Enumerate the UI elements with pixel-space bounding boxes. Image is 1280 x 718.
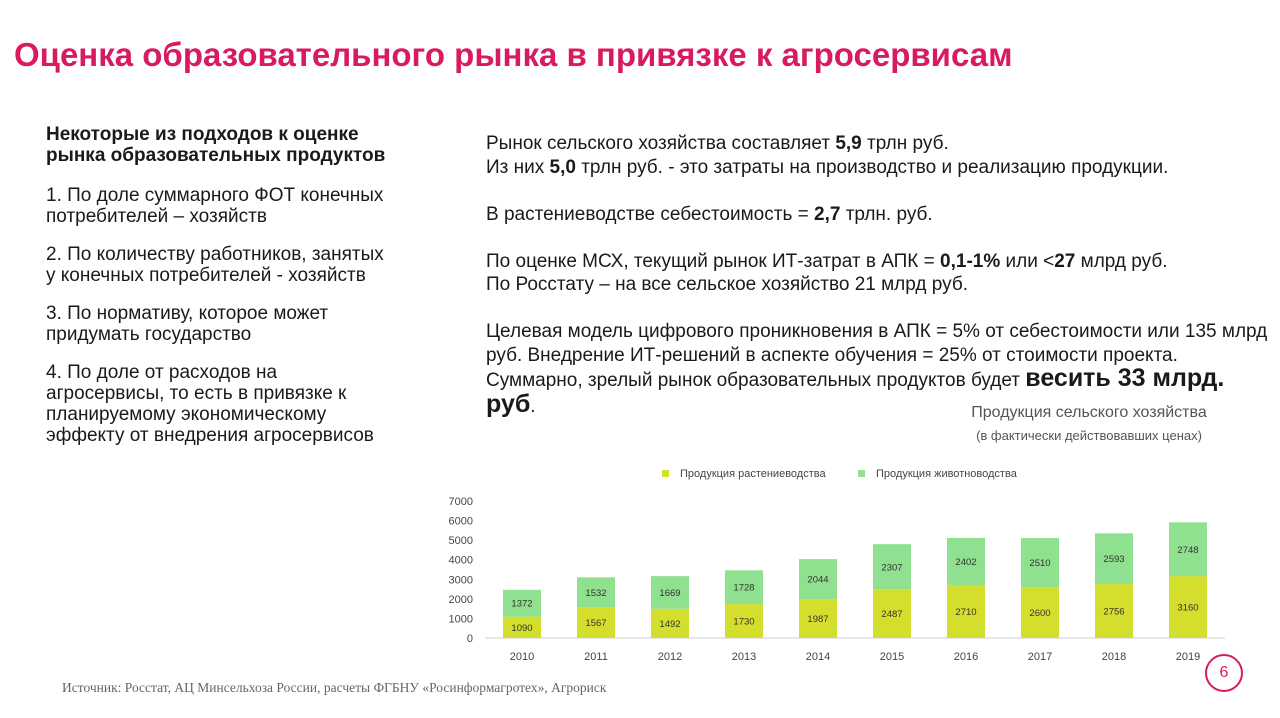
text-fragment: Из них xyxy=(486,156,550,178)
approach-item-1: 1. По доле суммарного ФОТ конечных потре… xyxy=(46,185,384,227)
approach-item-3: 3. По нормативу, которое может придумать… xyxy=(46,303,329,345)
data-label: 2593 xyxy=(1103,554,1124,565)
legend-label: Продукция животноводства xyxy=(876,468,1018,480)
text-fragment: В растениеводстве себестоимость = xyxy=(486,203,815,225)
bar-livestock xyxy=(873,544,911,590)
data-label: 2510 xyxy=(1029,558,1050,569)
y-tick-label: 6000 xyxy=(449,516,473,528)
x-tick-label: 2016 xyxy=(954,651,978,663)
data-label: 1728 xyxy=(733,583,754,594)
market-estimate-panel: Рынок сельского хозяйства составляет 5,9… xyxy=(486,132,1276,442)
bar-crops xyxy=(1095,584,1133,638)
bar-crops xyxy=(947,584,985,638)
approach-item-2: 2. По количеству работников, занятых у к… xyxy=(46,244,384,286)
data-label: 2044 xyxy=(807,575,828,586)
data-label: 2710 xyxy=(955,607,976,618)
bar-crops xyxy=(1021,587,1059,638)
legend-label: Продукция растениеводства xyxy=(680,468,826,480)
target-model-paragraph: Целевая модель цифрового проникновения в… xyxy=(486,320,1276,418)
text-fragment: По Росстату – на все сельское хозяйство … xyxy=(486,274,968,295)
x-tick-label: 2014 xyxy=(806,651,830,663)
bar-crops xyxy=(799,599,837,638)
bar-livestock xyxy=(725,570,763,605)
data-label: 1492 xyxy=(659,619,680,630)
bar-crops xyxy=(651,608,689,638)
y-tick-label: 7000 xyxy=(449,496,473,508)
bar-livestock xyxy=(651,576,689,609)
text-fragment: трлн руб. xyxy=(861,133,949,154)
y-tick-label: 3000 xyxy=(449,574,473,586)
data-label: 1730 xyxy=(733,617,754,628)
bar-crops xyxy=(503,616,541,638)
crop-cost-paragraph: В растениеводстве себестоимость = 2,7 тр… xyxy=(486,203,1276,227)
x-tick-label: 2019 xyxy=(1176,651,1200,663)
y-tick-label: 1000 xyxy=(449,613,473,625)
bar-livestock xyxy=(503,589,541,617)
x-tick-label: 2017 xyxy=(1028,651,1052,663)
page-number: 6 xyxy=(1205,654,1243,692)
text-fragment: млрд руб. xyxy=(1075,250,1168,272)
data-label: 2402 xyxy=(955,557,976,568)
bold-value: 5,0 xyxy=(549,156,576,178)
x-tick-label: 2010 xyxy=(510,651,534,663)
source-note: Источник: Росстат, АЦ Минсельхоза России… xyxy=(62,680,607,695)
page-title: Оценка образовательного рынка в привязке… xyxy=(14,36,1013,73)
data-label: 2307 xyxy=(881,562,902,573)
x-tick-label: 2018 xyxy=(1102,651,1126,663)
x-tick-label: 2015 xyxy=(880,651,904,663)
bold-value: 2,7 xyxy=(814,203,841,225)
data-label: 2487 xyxy=(881,609,902,620)
approaches-panel: Некоторые из подходов к оценке рынка обр… xyxy=(46,124,386,463)
bar-crops xyxy=(873,589,911,638)
data-label: 3160 xyxy=(1177,603,1198,614)
data-label: 2756 xyxy=(1103,607,1124,618)
x-tick-label: 2011 xyxy=(584,651,608,663)
data-label: 1567 xyxy=(585,618,606,629)
legend-swatch xyxy=(858,470,865,477)
data-label: 2600 xyxy=(1029,608,1050,619)
data-label: 1090 xyxy=(511,623,532,634)
bar-livestock xyxy=(577,577,615,608)
text-fragment: . xyxy=(530,395,536,417)
bar-livestock xyxy=(1095,533,1133,585)
data-label: 1669 xyxy=(659,588,680,599)
bold-value: 5,9 xyxy=(835,133,862,154)
text-fragment: или < xyxy=(1000,250,1055,272)
data-label: 1532 xyxy=(585,588,606,599)
it-market-paragraph: По оценке МСХ, текущий рынок ИТ-затрат в… xyxy=(486,250,1276,297)
approach-item-4: 4. По доле от расходов на агросервисы, т… xyxy=(46,362,374,446)
bar-livestock xyxy=(1021,537,1059,588)
text-fragment: Рынок сельского хозяйства составляет xyxy=(486,133,836,154)
text-fragment: Целевая модель цифрового проникновения в… xyxy=(486,321,1268,391)
bar-crops xyxy=(1169,576,1207,638)
chart-subtitle: (в фактически действовавших ценах) xyxy=(976,428,1202,443)
text-fragment: По оценке МСХ, текущий рынок ИТ-затрат в… xyxy=(486,250,941,272)
bold-value: 0,1-1% xyxy=(940,250,1001,272)
y-tick-label: 0 xyxy=(467,633,473,645)
x-tick-label: 2013 xyxy=(732,651,756,663)
chart-title: Продукция сельского хозяйства xyxy=(971,404,1207,421)
x-tick-label: 2012 xyxy=(658,651,682,663)
text-fragment: трлн. руб. xyxy=(840,203,933,225)
data-label: 2748 xyxy=(1177,545,1198,556)
data-label: 1372 xyxy=(511,599,532,610)
agri-production-chart: 0 1000 2000 3000 4000 5000 6000 7000 Продукция р… xyxy=(449,468,1225,663)
bar-livestock xyxy=(799,559,837,600)
bold-value: 27 xyxy=(1054,250,1076,272)
market-size-paragraph: Рынок сельского хозяйства составляет 5,9… xyxy=(486,132,1276,179)
data-label: 1987 xyxy=(807,614,828,625)
approaches-heading: Некоторые из подходов к оценке рынка обр… xyxy=(46,124,386,166)
y-tick-label: 5000 xyxy=(449,535,473,547)
text-fragment: трлн руб. - это затраты на производство … xyxy=(575,156,1169,178)
bar-livestock xyxy=(947,537,985,585)
bar-crops xyxy=(577,607,615,638)
market-total-value: весить 33 млрд. руб xyxy=(486,364,1225,418)
y-tick-label: 4000 xyxy=(449,555,473,567)
bar-livestock xyxy=(1169,522,1207,577)
bar-crops xyxy=(725,604,763,638)
y-tick-label: 2000 xyxy=(449,594,473,606)
legend-swatch xyxy=(662,470,669,477)
